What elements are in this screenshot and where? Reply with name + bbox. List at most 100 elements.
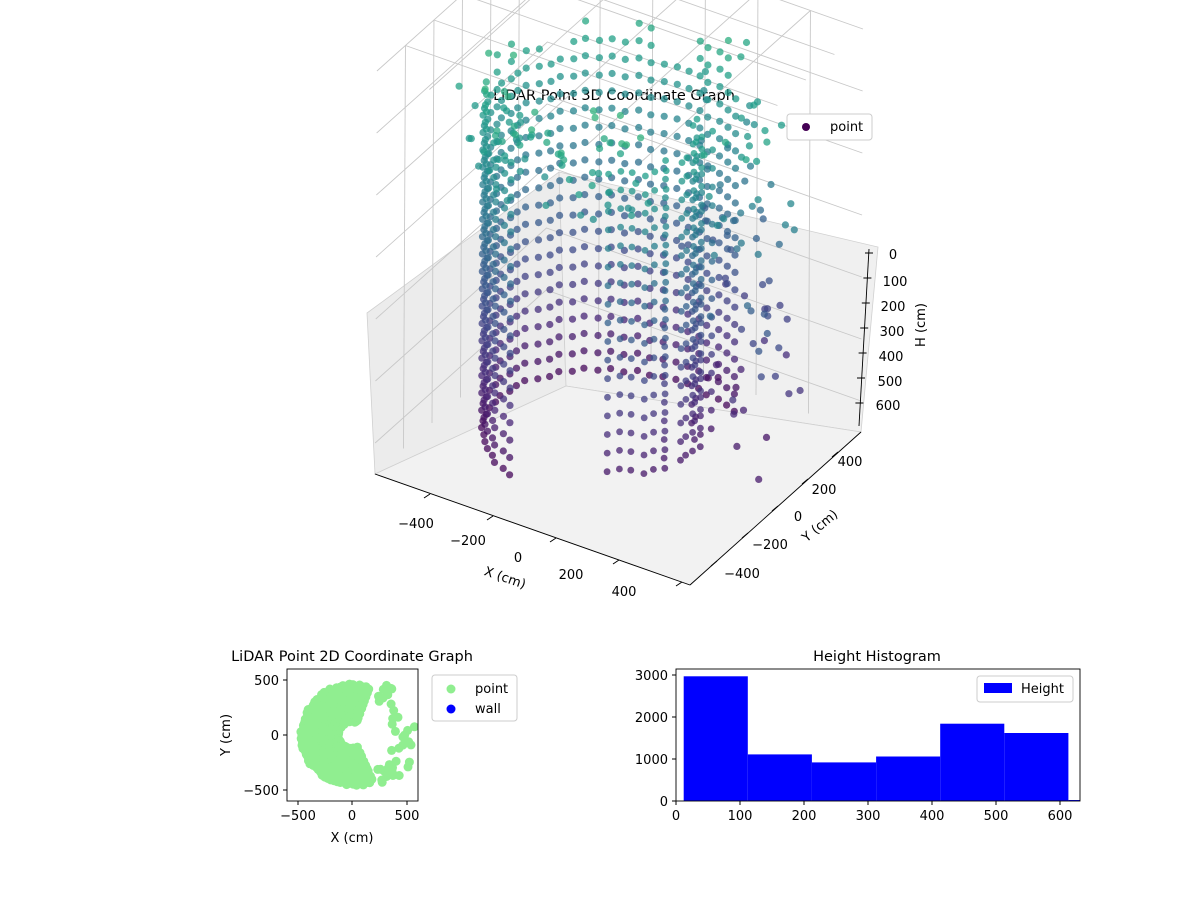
point-marker — [511, 131, 519, 139]
point-marker — [617, 186, 625, 194]
point-marker — [546, 320, 554, 329]
point-marker — [608, 122, 616, 130]
point-marker — [691, 361, 699, 369]
point-marker — [504, 93, 512, 101]
point-marker — [703, 252, 711, 260]
point-marker — [391, 756, 401, 766]
point-marker — [377, 777, 387, 787]
point-marker — [684, 258, 692, 266]
grid-line — [808, 10, 811, 414]
point-marker — [673, 202, 681, 210]
point-marker — [521, 359, 529, 367]
point-marker — [555, 350, 563, 358]
point-marker — [640, 433, 648, 440]
point-marker — [759, 215, 767, 223]
y-tick-label: 0 — [660, 795, 668, 810]
point-marker — [569, 211, 577, 219]
point-marker — [534, 271, 542, 279]
point-marker — [581, 34, 590, 43]
point-marker — [724, 89, 732, 97]
point-marker — [507, 280, 515, 288]
point-marker — [697, 300, 705, 308]
point-marker — [493, 68, 501, 76]
point-marker — [746, 162, 755, 170]
point-marker — [500, 308, 508, 316]
point-marker — [503, 197, 511, 205]
point-marker — [697, 319, 705, 327]
point-marker — [744, 132, 752, 141]
point-marker — [646, 180, 655, 188]
point-marker — [647, 41, 655, 50]
point-marker — [641, 340, 648, 347]
point-marker — [534, 323, 542, 331]
point-marker — [542, 201, 550, 209]
point-marker — [775, 240, 783, 248]
point-marker — [691, 343, 699, 350]
point-marker — [616, 465, 623, 473]
y-axis-label: Y (cm) — [799, 507, 842, 546]
point-marker — [732, 383, 740, 391]
point-marker — [662, 204, 670, 212]
point-marker — [621, 55, 629, 64]
point-marker — [492, 185, 501, 193]
point-marker — [661, 231, 669, 239]
point-marker — [697, 257, 705, 265]
point-marker — [514, 69, 522, 77]
point-marker — [514, 86, 522, 95]
point-marker — [595, 123, 603, 131]
point-marker — [660, 130, 668, 138]
point-marker — [650, 428, 657, 436]
point-marker — [512, 347, 521, 355]
point-marker — [546, 182, 555, 190]
point-marker — [522, 81, 530, 89]
point-marker — [627, 355, 635, 362]
point-marker — [506, 419, 514, 427]
point-marker — [662, 260, 670, 268]
point-marker — [635, 106, 643, 114]
point-marker — [535, 62, 543, 70]
point-marker — [500, 239, 508, 247]
point-marker — [616, 279, 624, 287]
grid-line — [376, 0, 864, 72]
point-marker — [696, 124, 704, 132]
point-marker — [594, 314, 602, 322]
point-marker — [650, 447, 657, 455]
point-marker — [724, 54, 732, 62]
point-marker — [505, 118, 513, 126]
point-marker — [651, 205, 658, 213]
point-marker — [662, 157, 669, 164]
point-marker — [763, 329, 771, 338]
point-marker — [534, 340, 542, 348]
point-marker — [387, 745, 397, 755]
point-marker — [506, 436, 514, 444]
point-marker — [776, 301, 784, 309]
y-tick-label: 0 — [794, 510, 802, 525]
point-marker — [634, 332, 642, 340]
point-marker — [697, 431, 704, 438]
point-marker — [491, 267, 500, 275]
x-tick-mark — [675, 581, 683, 587]
point-marker — [689, 447, 696, 455]
grid-line — [431, 19, 435, 424]
point-marker — [698, 220, 705, 227]
point-marker — [673, 132, 681, 140]
point-marker — [757, 373, 765, 381]
point-marker — [731, 338, 739, 346]
point-marker — [697, 350, 705, 358]
point-marker — [796, 386, 804, 395]
point-marker — [581, 121, 589, 129]
point-marker — [627, 411, 635, 418]
point-marker — [628, 262, 636, 269]
point-marker — [481, 85, 489, 93]
point-marker — [703, 339, 711, 347]
point-marker — [544, 129, 552, 137]
point-marker — [777, 121, 786, 129]
point-marker — [481, 351, 489, 359]
point-marker — [513, 191, 521, 199]
point-marker — [724, 71, 732, 79]
point-marker — [499, 447, 507, 455]
point-marker — [683, 284, 690, 292]
point-marker — [390, 726, 400, 736]
point-marker — [732, 130, 740, 138]
x-tick-label: 400 — [612, 585, 637, 600]
